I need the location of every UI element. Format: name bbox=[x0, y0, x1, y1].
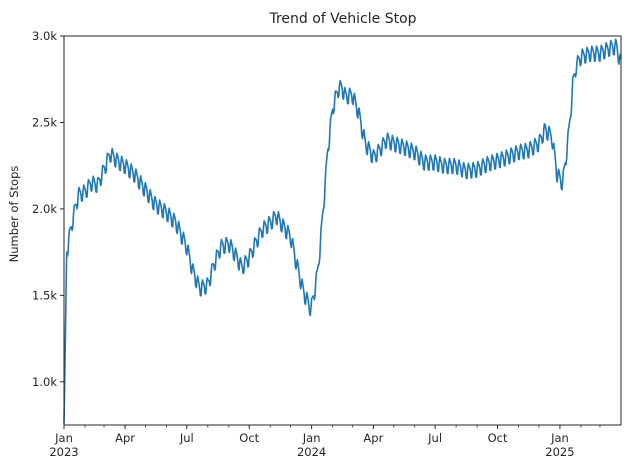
x-tick-label: Apr bbox=[115, 431, 135, 445]
x-tick-label: Oct bbox=[488, 431, 508, 445]
y-tick-label: 2.0k bbox=[32, 202, 57, 216]
y-tick-label: 1.0k bbox=[32, 375, 57, 389]
y-tick-label: 1.5k bbox=[32, 288, 57, 302]
series-line bbox=[63, 38, 622, 424]
y-axis-ticks: 1.0k 1.5k 2.0k 2.5k 3.0k bbox=[32, 29, 64, 389]
x-tick-label: Jan bbox=[550, 431, 569, 445]
y-tick-label: 3.0k bbox=[32, 29, 57, 43]
plot-area-frame bbox=[63, 35, 622, 426]
y-axis-label: Number of Stops bbox=[7, 166, 21, 263]
x-tick-year-label: 2025 bbox=[545, 445, 574, 459]
x-tick-year-label: 2024 bbox=[297, 445, 326, 459]
x-tick-label: Oct bbox=[239, 431, 259, 445]
chart-title: Trend of Vehicle Stop bbox=[268, 11, 416, 27]
x-tick-label: Jan bbox=[54, 431, 73, 445]
x-tick-label: Apr bbox=[363, 431, 383, 445]
x-tick-label: Jul bbox=[427, 431, 442, 445]
x-tick-label: Jul bbox=[179, 431, 194, 445]
x-tick-label: Jan bbox=[302, 431, 321, 445]
x-tick-year-label: 2023 bbox=[49, 445, 78, 459]
y-tick-label: 2.5k bbox=[32, 115, 57, 129]
